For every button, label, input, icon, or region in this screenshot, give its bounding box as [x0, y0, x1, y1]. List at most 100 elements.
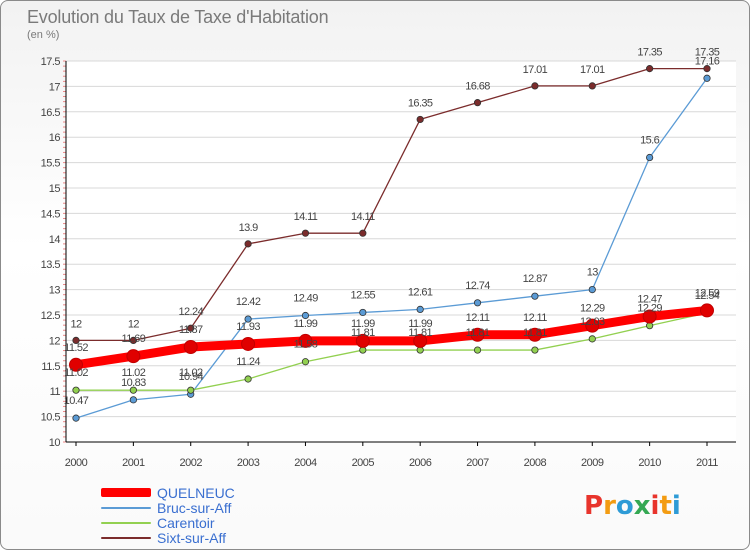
- data-label: 13.9: [239, 222, 258, 234]
- legend-label: Bruc-sur-Aff: [157, 499, 232, 516]
- data-point-quelneuc: [585, 318, 600, 333]
- x-tick-label: 2005: [352, 457, 375, 469]
- x-tick-label: 2002: [179, 457, 202, 469]
- data-point-quelneuc: [69, 357, 83, 372]
- legend-label: Sixt-sur-Aff: [157, 529, 226, 546]
- y-tick-label: 10.5: [41, 412, 61, 424]
- data-label: 12.11: [523, 312, 547, 324]
- data-point-sixt-sur-aff: [703, 65, 711, 73]
- y-tick-label: 12.5: [41, 310, 61, 322]
- data-label: 11.69: [122, 333, 146, 345]
- logo-letter: o: [615, 491, 634, 521]
- data-label: 12.11: [466, 312, 490, 324]
- data-point-carentoir: [588, 335, 596, 343]
- data-point-sixt-sur-aff: [588, 82, 596, 90]
- data-label: 17.01: [580, 64, 605, 76]
- data-label: 15.6: [640, 135, 659, 147]
- logo-letter: i: [650, 491, 660, 521]
- y-tick-label: 16.5: [41, 107, 61, 119]
- data-label: 16.68: [465, 81, 490, 93]
- data-point-bruc-sur-aff: [473, 299, 482, 307]
- data-label: 11.52: [64, 342, 88, 354]
- x-tick-label: 2004: [294, 457, 317, 469]
- data-label: 11.99: [351, 318, 375, 330]
- data-point-carentoir: [244, 375, 252, 383]
- legend-swatch: [101, 506, 151, 509]
- data-point-sixt-sur-aff: [72, 336, 80, 344]
- proxiti-logo: Proxiti: [584, 491, 681, 521]
- x-tick-label: 2003: [237, 457, 260, 469]
- series-line-bruc-sur-aff: [75, 77, 708, 419]
- data-point-bruc-sur-aff: [646, 153, 654, 162]
- chart-subtitle: (en %): [27, 29, 60, 41]
- data-point-quelneuc: [413, 333, 428, 348]
- y-tick-label: 12: [49, 335, 61, 347]
- data-point-carentoir: [72, 386, 80, 394]
- data-point-bruc-sur-aff: [244, 315, 252, 323]
- plot-area: [66, 61, 736, 442]
- y-tick-label: 17.5: [41, 56, 61, 68]
- data-label: 12: [70, 318, 82, 330]
- y-tick-label: 16: [49, 132, 61, 144]
- data-point-quelneuc: [355, 333, 370, 348]
- data-label: 14.11: [351, 211, 375, 223]
- data-point-sixt-sur-aff: [359, 229, 367, 237]
- data-point-sixt-sur-aff: [187, 324, 195, 332]
- data-label: 11.02: [64, 367, 88, 379]
- data-point-carentoir: [531, 346, 539, 354]
- y-tick-label: 13: [49, 285, 61, 297]
- data-label: 11.99: [294, 318, 318, 330]
- data-label: 10.83: [121, 377, 146, 389]
- data-label: 11.81: [351, 327, 375, 339]
- y-tick-label: 17: [49, 81, 61, 93]
- data-label: 11.24: [236, 356, 260, 368]
- data-point-quelneuc: [126, 349, 141, 364]
- data-label: 12.47: [637, 294, 662, 306]
- legend-swatch: [101, 488, 151, 497]
- data-label: 10.47: [64, 395, 89, 407]
- y-tick-label: 14.5: [41, 208, 61, 220]
- y-tick-label: 15.5: [41, 158, 61, 170]
- y-tick-label: 13.5: [41, 259, 61, 271]
- data-label: 12.49: [293, 293, 318, 305]
- y-tick-label: 11: [50, 386, 61, 398]
- data-label: 13: [587, 267, 599, 279]
- data-point-carentoir: [187, 386, 195, 394]
- data-point-quelneuc: [700, 303, 714, 318]
- logo-letter: i: [671, 491, 681, 521]
- x-tick-label: 2011: [696, 457, 718, 469]
- data-label: 11.87: [179, 324, 203, 336]
- data-point-carentoir: [473, 346, 482, 354]
- data-label: 10.94: [178, 371, 203, 383]
- series-line-sixt-sur-aff: [75, 67, 708, 342]
- y-tick-label: 14: [49, 234, 61, 246]
- data-point-sixt-sur-aff: [129, 336, 137, 344]
- data-point-sixt-sur-aff: [244, 240, 252, 248]
- data-point-bruc-sur-aff: [359, 308, 367, 317]
- logo-letter: t: [659, 491, 672, 521]
- data-label: 11.81: [408, 327, 432, 339]
- series-line-carentoir: [75, 312, 708, 391]
- logo-letter: x: [633, 491, 651, 521]
- legend-swatch: [101, 536, 151, 539]
- data-point-carentoir: [129, 386, 137, 394]
- data-label: 14.11: [294, 211, 318, 223]
- data-label: 12.55: [351, 289, 376, 301]
- data-point-sixt-sur-aff: [416, 115, 424, 124]
- data-point-bruc-sur-aff: [301, 311, 310, 320]
- data-label: 12.74: [465, 280, 490, 292]
- data-label: 11.81: [523, 327, 547, 339]
- data-label: 11.58: [294, 339, 318, 351]
- logo-letter: P: [584, 491, 604, 521]
- legend-label: Carentoir: [157, 514, 215, 531]
- series-line-quelneuc: [71, 305, 712, 370]
- data-point-bruc-sur-aff: [416, 305, 424, 314]
- data-label: 17.35: [637, 47, 662, 59]
- data-label: 12.61: [408, 286, 433, 298]
- data-label: 12.54: [695, 290, 720, 302]
- data-point-quelneuc: [470, 327, 485, 342]
- data-point-sixt-sur-aff: [646, 65, 654, 73]
- data-label: 17.16: [695, 55, 720, 67]
